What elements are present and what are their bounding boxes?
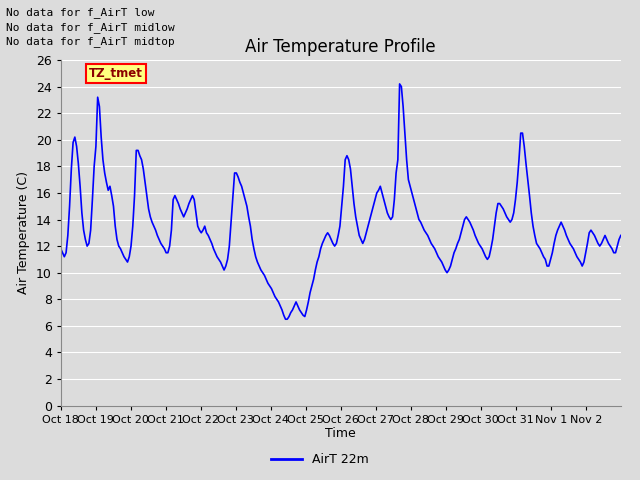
Text: No data for f_AirT low: No data for f_AirT low — [6, 7, 155, 18]
X-axis label: Time: Time — [325, 427, 356, 441]
Y-axis label: Air Temperature (C): Air Temperature (C) — [17, 171, 30, 294]
Title: Air Temperature Profile: Air Temperature Profile — [246, 37, 436, 56]
Text: No data for f_AirT midtop: No data for f_AirT midtop — [6, 36, 175, 47]
Text: TZ_tmet: TZ_tmet — [89, 67, 143, 80]
Text: No data for f_AirT midlow: No data for f_AirT midlow — [6, 22, 175, 33]
Legend: AirT 22m: AirT 22m — [266, 448, 374, 471]
